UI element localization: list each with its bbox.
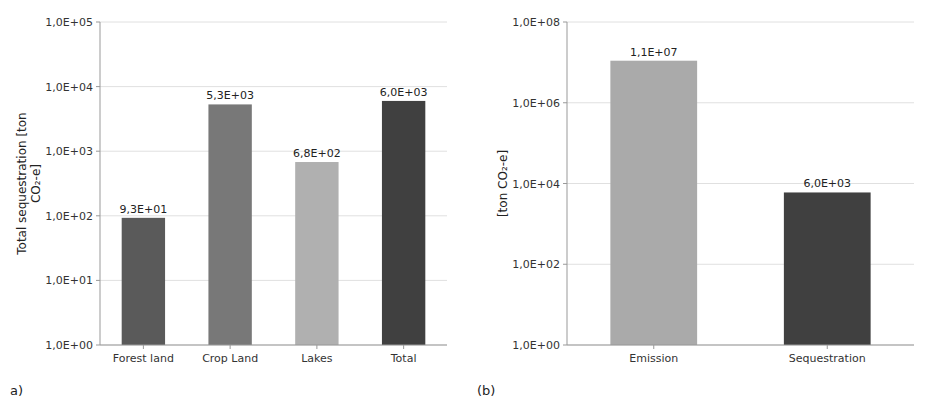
data-label: 6,0E+03 xyxy=(803,177,851,190)
category-label: Forest land xyxy=(113,352,174,365)
tick-label: 1,0E+04 xyxy=(45,81,93,94)
tick-mark xyxy=(96,345,100,346)
tick-mark xyxy=(563,183,567,184)
category-label: Lakes xyxy=(301,352,333,365)
y-axis xyxy=(567,22,568,345)
chart-panel: 1,0E+00 1,0E+01 1,0E+02 1,0E+03 1,0E+04 1,0E+… xyxy=(10,16,447,398)
data-label: 1,1E+07 xyxy=(630,46,678,59)
y-axis xyxy=(100,22,101,345)
bars xyxy=(610,61,870,345)
tick-mark xyxy=(563,102,567,103)
tick-mark xyxy=(96,151,100,152)
x-axis xyxy=(567,345,914,346)
grid-line xyxy=(100,345,447,346)
bar xyxy=(295,162,338,345)
grid-line xyxy=(100,22,447,23)
tick-label: 1,0E+00 xyxy=(45,339,93,352)
tick-label: 1,0E+03 xyxy=(45,145,93,158)
category-label: Emission xyxy=(629,352,678,365)
category-label: Total xyxy=(390,352,417,365)
data-label: 9,3E+01 xyxy=(120,203,168,216)
tick-label: 1,0E+04 xyxy=(512,178,560,191)
tick-label: 1,0E+05 xyxy=(45,16,93,29)
x-axis xyxy=(100,345,447,346)
data-label: 5,3E+03 xyxy=(206,89,254,102)
data-label: 6,0E+03 xyxy=(380,86,428,99)
tick-mark xyxy=(403,345,404,349)
bar xyxy=(122,218,165,345)
grid-line xyxy=(567,345,914,346)
bars xyxy=(122,101,426,345)
tick-mark xyxy=(563,22,567,23)
category-label: Crop Land xyxy=(202,352,258,365)
category-label: Sequestration xyxy=(789,352,866,365)
bar xyxy=(208,104,251,345)
tick-label: 1,0E+02 xyxy=(512,258,560,271)
panel-label: a) xyxy=(10,383,23,398)
tick-mark xyxy=(143,345,144,349)
grid-line xyxy=(567,22,914,23)
tick-mark xyxy=(827,345,828,349)
tick-label: 1,0E+02 xyxy=(45,210,93,223)
y-axis-label: [ton CO₂-e] xyxy=(496,150,510,217)
y-axis-label: Total sequestration [tonCO₂-e] xyxy=(15,112,43,255)
tick-mark xyxy=(96,86,100,87)
tick-label: 1,0E+06 xyxy=(512,97,560,110)
tick-label: 1,0E+00 xyxy=(512,339,560,352)
tick-mark xyxy=(230,345,231,349)
tick-mark xyxy=(563,264,567,265)
data-label: 6,8E+02 xyxy=(293,147,341,160)
figure: 1,0E+001,0E+011,0E+021,0E+031,0E+041,0E+… xyxy=(0,0,934,405)
tick-label: 1,0E+01 xyxy=(45,274,93,287)
tick-mark xyxy=(316,345,317,349)
panel-label: (b) xyxy=(477,383,495,398)
tick-mark xyxy=(563,345,567,346)
bar xyxy=(784,192,871,345)
bar xyxy=(382,101,425,345)
tick-mark xyxy=(96,22,100,23)
tick-label: 1,0E+08 xyxy=(512,16,560,29)
bar xyxy=(610,61,697,345)
tick-mark xyxy=(653,345,654,349)
chart-panel: 1,0E+00 1,0E+02 1,0E+04 1,0E+06 1,0E+08 1,1E+… xyxy=(477,16,914,398)
tick-mark xyxy=(96,280,100,281)
tick-mark xyxy=(96,215,100,216)
